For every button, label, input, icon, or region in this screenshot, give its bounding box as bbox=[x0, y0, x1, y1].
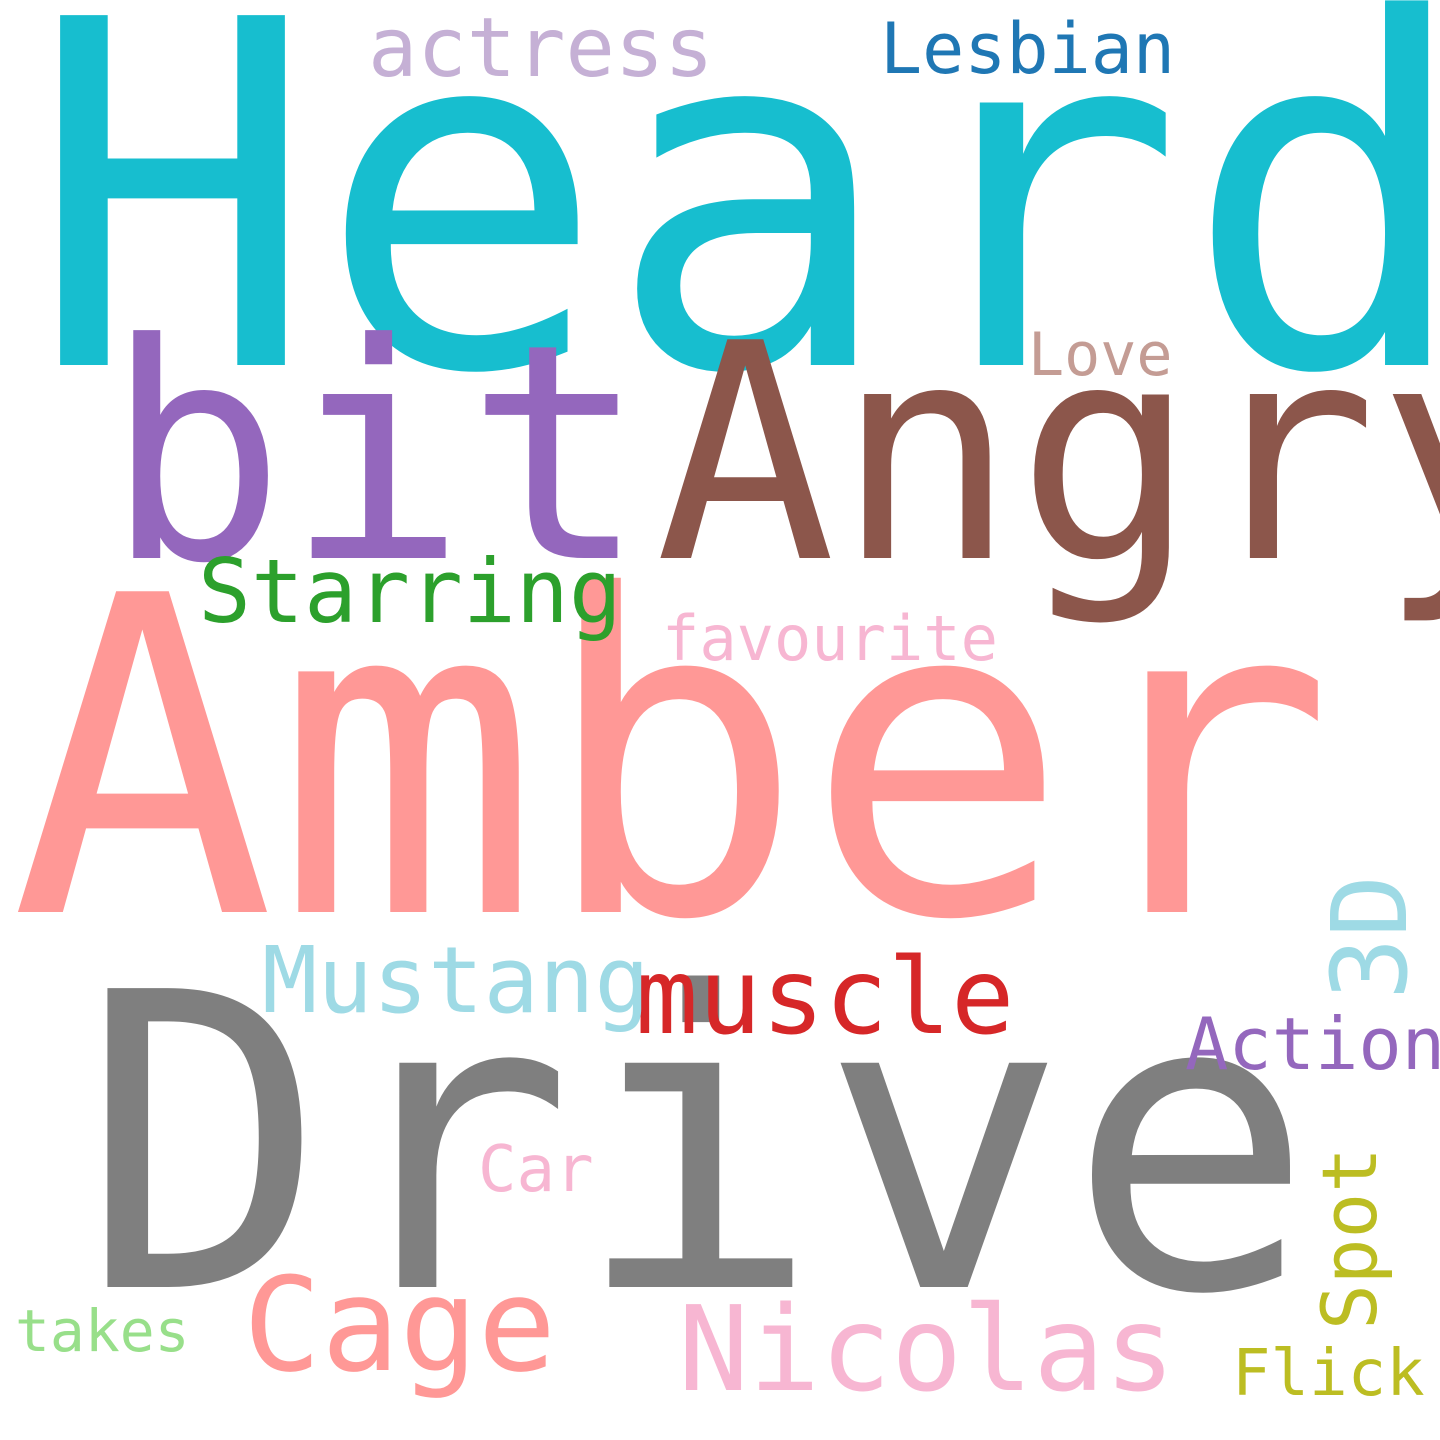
word-favourite: favourite bbox=[662, 602, 998, 675]
word-muscle: muscle bbox=[635, 936, 1015, 1058]
word-mustang: Mustang bbox=[262, 927, 650, 1034]
word-angry: Angry bbox=[655, 280, 1440, 629]
word-starring: Starring bbox=[198, 540, 622, 643]
word-drive: Drive bbox=[80, 906, 1315, 1384]
word-3d: 3D bbox=[1309, 874, 1431, 1000]
word-love: Love bbox=[1028, 320, 1173, 390]
word-action: Action bbox=[1185, 1002, 1440, 1086]
word-actress: actress bbox=[368, 1, 714, 96]
word-takes: takes bbox=[15, 1297, 190, 1365]
word-car: Car bbox=[478, 1133, 594, 1207]
word-flick: Flick bbox=[1232, 1337, 1425, 1411]
word-amber: Amber bbox=[10, 504, 1335, 1016]
word-heard: Heard bbox=[28, 0, 1440, 479]
word-cage: Cage bbox=[243, 1249, 557, 1401]
word-nicolas: Nicolas bbox=[678, 1280, 1176, 1418]
word-lesbian: Lesbian bbox=[880, 8, 1176, 90]
word-spot: Spot bbox=[1305, 1146, 1394, 1330]
word-bit: bit bbox=[105, 280, 647, 629]
